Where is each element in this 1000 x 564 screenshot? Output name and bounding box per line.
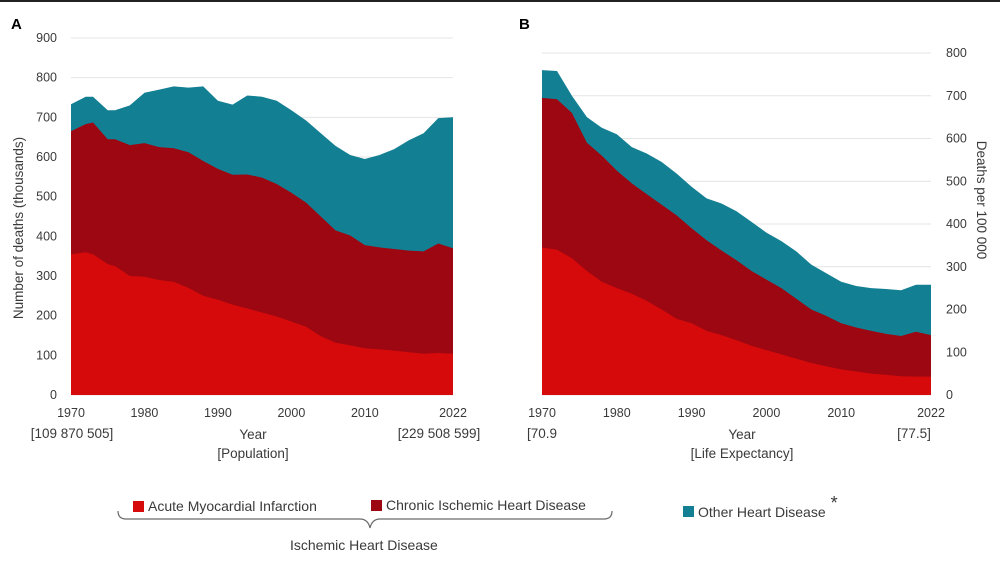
panel-b-x-end-note: [77.5] [897, 426, 931, 441]
ischemic-group-brace [117, 510, 613, 529]
panel-a-x-tick-label: 2010 [351, 406, 379, 420]
legend-acute-label: Acute Myocardial Infarction [148, 498, 317, 514]
panel-b-x-tick-label: 1980 [603, 406, 631, 420]
legend-acute-swatch [133, 500, 144, 512]
panel-b-areas [542, 70, 931, 396]
panel-b-y-tick-label: 700 [946, 89, 967, 103]
panel-b-x-tick-label: 2010 [827, 406, 855, 420]
panel-b-y-tick-label: 200 [946, 303, 967, 317]
legend-other: Other Heart Disease * [683, 493, 838, 522]
panel-a-x-start-note: [109 870 505] [31, 426, 114, 441]
panel-a-y-tick-label: 700 [36, 110, 57, 124]
panel-a-y-tick-label: 500 [36, 190, 57, 204]
panel-a-x-tick-label: 2022 [439, 406, 467, 420]
panel-b-y-ticks: 0 100 200 300 400 500 600 700 800 [946, 46, 967, 402]
panel-b-y-tick-label: 300 [946, 260, 967, 274]
panel-b-y-tick-label: 0 [946, 388, 953, 402]
panel-b-y-tick-label: 600 [946, 132, 967, 146]
panel-a-y-tick-label: 100 [36, 348, 57, 362]
legend-other-swatch [683, 506, 694, 517]
panel-b-x-axis-sublabel: [Life Expectancy] [691, 446, 794, 461]
panel-a-x-end-note: [229 508 599] [398, 426, 481, 441]
panel-a-label: A [11, 16, 22, 33]
panel-a-x-tick-label: 1970 [57, 406, 85, 420]
panel-a-y-tick-label: 800 [36, 71, 57, 85]
legend-chronic: Chronic Ischemic Heart Disease [371, 497, 586, 513]
panel-a-x-axis-sublabel: [Population] [217, 446, 288, 461]
ischemic-group-label: Ischemic Heart Disease [290, 537, 438, 553]
panel-a-y-tick-label: 600 [36, 150, 57, 164]
top-border [0, 0, 1000, 2]
panel-b-x-tick-label: 2022 [917, 406, 945, 420]
panel-a-x-axis-title: Year [239, 427, 267, 442]
panel-a-chart: 0 100 200 300 400 500 600 700 800 900 1970 1980 199… [36, 31, 467, 420]
legend-other-label: Other Heart Disease [698, 503, 826, 520]
panel-b-x-tick-label: 1990 [678, 406, 706, 420]
panel-a-y-tick-label: 300 [36, 269, 57, 283]
panel-b-y-tick-label: 400 [946, 217, 967, 231]
panel-b-x-tick-label: 1970 [528, 406, 556, 420]
panel-a-area-acute [71, 252, 453, 395]
panel-a-y-tick-label: 900 [36, 31, 57, 45]
panel-b-x-axis-title: Year [728, 427, 756, 442]
panel-a-y-tick-label: 200 [36, 309, 57, 323]
panel-a-x-tick-label: 1990 [204, 406, 232, 420]
panel-a-x-tick-label: 1980 [131, 406, 159, 420]
panel-b-y-axis-title: Deaths per 100 000 [974, 141, 989, 260]
panel-a-x-tick-label: 2000 [277, 406, 305, 420]
legend-other-asterisk: * [830, 493, 838, 513]
panel-a-x-ticks: 1970 1980 1990 2000 2010 2022 [57, 406, 467, 420]
panel-b-y-tick-label: 800 [946, 46, 967, 60]
panel-b-label: B [519, 16, 530, 33]
panel-b-x-start-note: [70.9 [527, 426, 557, 441]
panel-b-y-tick-label: 100 [946, 345, 967, 359]
panel-a-y-tick-label: 400 [36, 229, 57, 243]
panel-a-areas [71, 86, 453, 396]
panel-b-area-acute [542, 247, 931, 395]
panel-a-y-tick-label: 0 [50, 388, 57, 402]
panel-b-chart: 0 100 200 300 400 500 600 700 800 1970 1980 1990 20… [528, 46, 967, 420]
legend-chronic-label: Chronic Ischemic Heart Disease [386, 497, 586, 513]
panel-b-x-tick-label: 2000 [753, 406, 781, 420]
panel-b-x-ticks: 1970 1980 1990 2000 2010 2022 [528, 406, 945, 420]
panel-a-y-ticks: 0 100 200 300 400 500 600 700 800 900 [36, 31, 57, 402]
legend-acute: Acute Myocardial Infarction [133, 498, 317, 514]
legend-chronic-swatch [371, 499, 382, 511]
panel-a-y-axis-title: Number of deaths (thousands) [11, 137, 26, 319]
panel-b-y-tick-label: 500 [946, 174, 967, 188]
